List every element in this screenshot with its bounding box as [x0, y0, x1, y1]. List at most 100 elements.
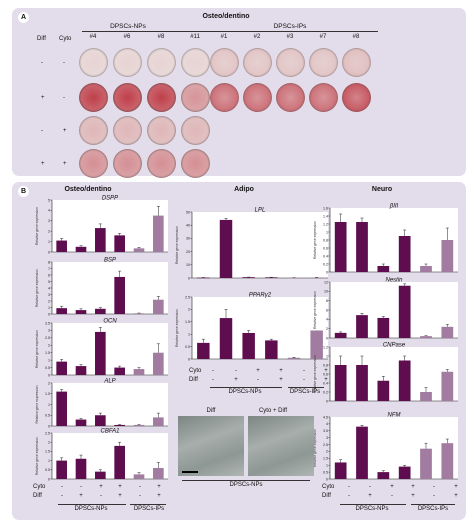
- y-tick-label: 1.5: [45, 392, 50, 396]
- culture-well: [276, 83, 305, 112]
- y-tick-label: 0: [326, 336, 328, 340]
- y-tick-label: 1.2: [323, 222, 328, 226]
- y-tick-label: 2: [48, 381, 50, 385]
- y-tick-label: 3.5: [323, 429, 328, 433]
- bar: [242, 277, 255, 278]
- neuro-diff-sign: +: [454, 493, 458, 499]
- bar: [334, 332, 347, 338]
- bar: [153, 417, 164, 426]
- bar: [356, 315, 368, 338]
- bar: [153, 299, 164, 314]
- chart-title: BSP: [104, 258, 116, 264]
- y-tick-label: 0.6: [323, 372, 328, 376]
- y-tick-label: 0: [48, 424, 50, 428]
- scale-bar: [182, 471, 198, 473]
- y-axis-label: Relative gene expression: [35, 385, 39, 423]
- y-tick-label: 5: [48, 280, 50, 284]
- micrograph-cyto-diff: [248, 416, 314, 476]
- culture-well: [113, 48, 142, 77]
- y-tick-label: 40: [186, 224, 190, 228]
- osteo-diff-sign: -: [100, 493, 102, 499]
- panel-b-badge: B: [18, 186, 29, 197]
- panel-a-np-line: [82, 31, 216, 32]
- row-diff-sign: -: [41, 128, 43, 134]
- y-axis-label: Relative gene expression: [175, 226, 179, 264]
- bar: [356, 222, 368, 272]
- ip-clone-label: #7: [319, 34, 327, 40]
- micro-cytodiff-label: Cyto + Diff: [258, 408, 288, 414]
- bar: [75, 366, 87, 375]
- adipo-diff-label: Diff: [189, 377, 198, 383]
- y-tick-label: 1: [326, 230, 328, 234]
- y-axis-label: Relative gene expression: [313, 355, 317, 393]
- neuro-diff-sign: +: [368, 493, 372, 499]
- chart-title: DSPP: [102, 196, 118, 202]
- row-diff-sign: +: [41, 95, 45, 101]
- chart-title: Nestin: [385, 278, 403, 284]
- culture-well: [113, 149, 142, 178]
- osteo-diff-sign: +: [79, 493, 83, 499]
- y-tick-label: 20: [186, 250, 190, 254]
- y-tick-label: 0.2: [323, 390, 328, 394]
- plot-area: [52, 200, 168, 252]
- neuro-diff-sign: +: [411, 493, 415, 499]
- bar: [56, 361, 67, 375]
- neuro-cyto-sign: -: [369, 484, 371, 490]
- osteo-cyto-label: Cyto: [33, 484, 46, 490]
- y-axis-label: Relative gene expression: [175, 309, 179, 347]
- bar: [398, 285, 411, 338]
- bar: [334, 222, 347, 272]
- y-tick-label: 3: [326, 436, 328, 440]
- panel-a-group-ip: DPSCs-IPs: [273, 23, 307, 30]
- micro-diff-label: Diff: [206, 408, 216, 414]
- adipo-cyto-label: Cyto: [189, 368, 202, 374]
- osteo-cyto-sign: -: [139, 484, 141, 490]
- y-tick-label: 4: [326, 318, 328, 322]
- y-tick-label: 0: [326, 399, 328, 403]
- y-tick-label: 0: [48, 250, 50, 254]
- plot-area: [52, 262, 168, 314]
- y-tick-label: 0: [188, 357, 190, 361]
- bar: [219, 318, 233, 359]
- panel-a-diff-label: Diff: [37, 36, 46, 42]
- plot-area: [52, 323, 168, 375]
- y-tick-label: 2: [188, 308, 190, 312]
- bar: [133, 369, 145, 375]
- y-tick-label: 6: [48, 273, 50, 277]
- adipo-diff-sign: +: [234, 377, 238, 383]
- bar: [265, 340, 278, 359]
- y-tick-label: 7: [48, 267, 50, 271]
- bar: [420, 266, 432, 272]
- bar: [398, 236, 411, 272]
- micrograph-diff: [178, 416, 244, 476]
- y-tick-label: 4.5: [323, 415, 328, 419]
- y-axis-label: Relative gene expression: [35, 207, 39, 245]
- y-tick-label: 0.5: [45, 414, 50, 418]
- bar: [153, 467, 164, 479]
- ip-clone-label: #8: [352, 34, 360, 40]
- bar: [377, 266, 390, 272]
- neuro-np-line: [340, 504, 406, 505]
- bar: [334, 462, 347, 479]
- neuro-cyto-sign: +: [454, 484, 458, 490]
- osteo-cyto-sign: +: [157, 484, 161, 490]
- osteo-diff-sign: +: [118, 493, 122, 499]
- culture-well: [210, 83, 239, 112]
- y-axis-label: Relative gene expression: [35, 269, 39, 307]
- y-tick-label: 0: [326, 477, 328, 481]
- y-tick-label: 0: [188, 276, 190, 280]
- y-tick-label: 1: [326, 354, 328, 358]
- y-tick-label: 2.5: [45, 431, 50, 435]
- np-clone-label: #8: [157, 34, 165, 40]
- bar: [420, 336, 432, 338]
- y-tick-label: 2.5: [323, 443, 328, 447]
- bar: [398, 360, 411, 401]
- bar: [398, 466, 411, 479]
- bar: [95, 331, 106, 375]
- neuro-group-ip: DPSCs-IPs: [417, 506, 449, 512]
- ip-clone-label: #1: [220, 34, 228, 40]
- bar: [356, 426, 368, 479]
- y-tick-label: 3: [48, 219, 50, 223]
- y-tick-label: 3.5: [45, 321, 50, 325]
- np-clone-label: #11: [190, 34, 200, 40]
